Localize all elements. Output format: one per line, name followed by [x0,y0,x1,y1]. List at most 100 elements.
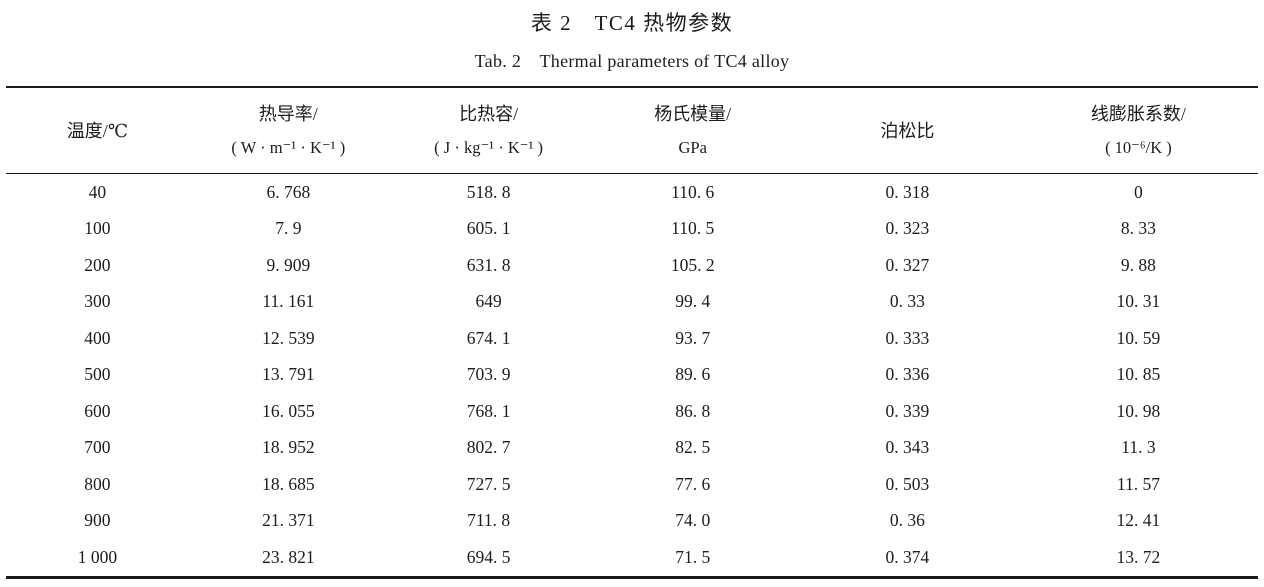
col-header-thermal-conductivity-label: 热导率/ [258,103,318,124]
cell-thermal-expansion: 8. 33 [1120,218,1156,239]
cell-poissons-ratio: 0. 503 [885,473,930,494]
col-header-thermal-expansion: 线膨胀系数/ ( 10⁻⁶/K ) [1018,87,1258,174]
cell-temperature: 700 [84,437,111,458]
cell-youngs-modulus: 86. 8 [675,400,711,421]
table-title-en: Tab. 2 Thermal parameters of TC4 alloy [474,51,790,71]
cell-specific-heat: 711. 8 [467,510,511,531]
header-row: 温度/℃ 热导率/ ( W · m⁻¹ · K⁻¹ ) 比热容/ ( J · k… [6,87,1258,174]
cell-youngs-modulus: 82. 5 [675,437,711,458]
cell-temperature: 600 [84,400,111,421]
cell-poissons-ratio: 0. 374 [885,546,930,567]
cell-youngs-modulus: 110. 5 [671,218,715,239]
col-header-temperature-label: 温度/℃ [66,120,128,141]
cell-youngs-modulus: 110. 6 [671,181,715,202]
cell-thermal-conductivity: 16. 055 [262,400,315,421]
table-title-zh: 表 2 TC4 热物参数 [530,11,734,35]
cell-thermal-expansion: 13. 72 [1116,546,1161,567]
cell-youngs-modulus: 77. 6 [675,473,711,494]
table-row: 200 9. 909 631. 8 105. 2 0. 327 9. 88 [6,247,1258,284]
cell-specific-heat: 694. 5 [466,546,511,567]
cell-thermal-expansion: 11. 57 [1116,473,1160,494]
cell-youngs-modulus: 89. 6 [675,364,711,385]
cell-temperature: 400 [84,327,111,348]
cell-specific-heat: 703. 9 [466,364,511,385]
col-header-specific-heat: 比热容/ ( J · kg⁻¹ · K⁻¹ ) [387,87,590,174]
cell-thermal-expansion: 10. 85 [1116,364,1161,385]
table-row: 800 18. 685 727. 5 77. 6 0. 503 11. 57 [6,466,1258,503]
cell-thermal-conductivity: 18. 952 [262,437,315,458]
col-header-thermal-conductivity: 热导率/ ( W · m⁻¹ · K⁻¹ ) [188,87,388,174]
cell-temperature: 500 [84,364,111,385]
col-header-temperature: 温度/℃ [6,87,189,174]
cell-thermal-expansion: 12. 41 [1116,510,1161,531]
cell-thermal-conductivity: 11. 161 [262,291,315,312]
cell-thermal-expansion: 11. 3 [1121,437,1156,458]
table-body: 40 6. 768 518. 8 110. 6 0. 318 0 100 7. … [6,174,1258,578]
thermal-parameters-table: 温度/℃ 热导率/ ( W · m⁻¹ · K⁻¹ ) 比热容/ ( J · k… [6,86,1258,579]
col-header-youngs-modulus-unit: GPa [678,137,707,157]
cell-thermal-conductivity: 6. 768 [266,181,311,202]
col-header-poissons-ratio: 泊松比 [795,87,1019,174]
cell-thermal-conductivity: 12. 539 [262,327,315,348]
table-row: 700 18. 952 802. 7 82. 5 0. 343 11. 3 [6,430,1258,467]
table-row: 900 21. 371 711. 8 74. 0 0. 36 12. 41 [6,503,1258,540]
table-row: 500 13. 791 703. 9 89. 6 0. 336 10. 85 [6,357,1258,394]
cell-youngs-modulus: 105. 2 [670,254,715,275]
cell-poissons-ratio: 0. 33 [889,291,925,312]
table-row: 100 7. 9 605. 1 110. 5 0. 323 8. 33 [6,211,1258,248]
cell-temperature: 100 [84,218,111,239]
table-header: 温度/℃ 热导率/ ( W · m⁻¹ · K⁻¹ ) 比热容/ ( J · k… [6,87,1258,174]
cell-poissons-ratio: 0. 343 [885,437,930,458]
cell-thermal-conductivity: 21. 371 [262,510,315,531]
col-header-thermal-expansion-label: 线膨胀系数/ [1090,103,1186,124]
col-header-thermal-expansion-unit: ( 10⁻⁶/K ) [1105,137,1172,157]
cell-thermal-conductivity: 18. 685 [262,473,315,494]
cell-poissons-ratio: 0. 327 [885,254,930,275]
cell-youngs-modulus: 71. 5 [675,546,711,567]
cell-temperature: 1 000 [77,546,118,567]
col-header-youngs-modulus: 杨氏模量/ GPa [589,87,796,174]
col-header-youngs-modulus-label: 杨氏模量/ [654,103,732,124]
cell-poissons-ratio: 0. 339 [885,400,930,421]
cell-thermal-conductivity: 13. 791 [262,364,315,385]
cell-youngs-modulus: 93. 7 [675,327,711,348]
cell-thermal-expansion: 0 [1134,181,1143,202]
cell-thermal-expansion: 9. 88 [1120,254,1156,275]
cell-thermal-expansion: 10. 31 [1116,291,1161,312]
col-header-specific-heat-unit: ( J · kg⁻¹ · K⁻¹ ) [434,137,544,157]
cell-specific-heat: 727. 5 [466,473,511,494]
cell-youngs-modulus: 74. 0 [675,510,711,531]
table-row: 600 16. 055 768. 1 86. 8 0. 339 10. 98 [6,393,1258,430]
cell-thermal-conductivity: 7. 9 [275,218,302,239]
cell-temperature: 300 [84,291,111,312]
table-row: 400 12. 539 674. 1 93. 7 0. 333 10. 59 [6,320,1258,357]
cell-thermal-conductivity: 9. 909 [266,254,311,275]
col-header-poissons-ratio-label: 泊松比 [880,120,935,141]
cell-thermal-conductivity: 23. 821 [262,546,315,567]
cell-poissons-ratio: 0. 318 [885,181,930,202]
cell-temperature: 900 [84,510,111,531]
table-row: 300 11. 161 649 99. 4 0. 33 10. 31 [6,284,1258,321]
cell-thermal-expansion: 10. 59 [1116,327,1161,348]
cell-temperature: 800 [84,473,111,494]
table-row: 40 6. 768 518. 8 110. 6 0. 318 0 [6,174,1258,211]
cell-poissons-ratio: 0. 323 [885,218,930,239]
cell-poissons-ratio: 0. 336 [885,364,930,385]
cell-temperature: 40 [88,181,107,202]
cell-specific-heat: 518. 8 [466,181,511,202]
cell-poissons-ratio: 0. 36 [889,510,925,531]
cell-youngs-modulus: 99. 4 [675,291,711,312]
cell-specific-heat: 605. 1 [466,218,511,239]
cell-temperature: 200 [84,254,111,275]
cell-specific-heat: 802. 7 [466,437,511,458]
cell-specific-heat: 631. 8 [466,254,511,275]
cell-specific-heat: 768. 1 [466,400,511,421]
col-header-thermal-conductivity-unit: ( W · m⁻¹ · K⁻¹ ) [231,137,346,157]
table-row: 1 000 23. 821 694. 5 71. 5 0. 374 13. 72 [6,539,1258,577]
cell-specific-heat: 674. 1 [466,327,511,348]
cell-specific-heat: 649 [475,291,502,312]
col-header-specific-heat-label: 比热容/ [459,103,519,124]
cell-poissons-ratio: 0. 333 [885,327,930,348]
cell-thermal-expansion: 10. 98 [1116,400,1161,421]
